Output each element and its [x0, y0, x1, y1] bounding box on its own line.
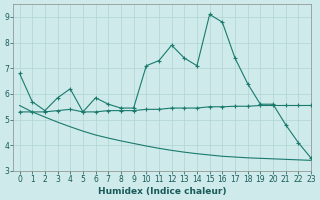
X-axis label: Humidex (Indice chaleur): Humidex (Indice chaleur)	[98, 187, 226, 196]
